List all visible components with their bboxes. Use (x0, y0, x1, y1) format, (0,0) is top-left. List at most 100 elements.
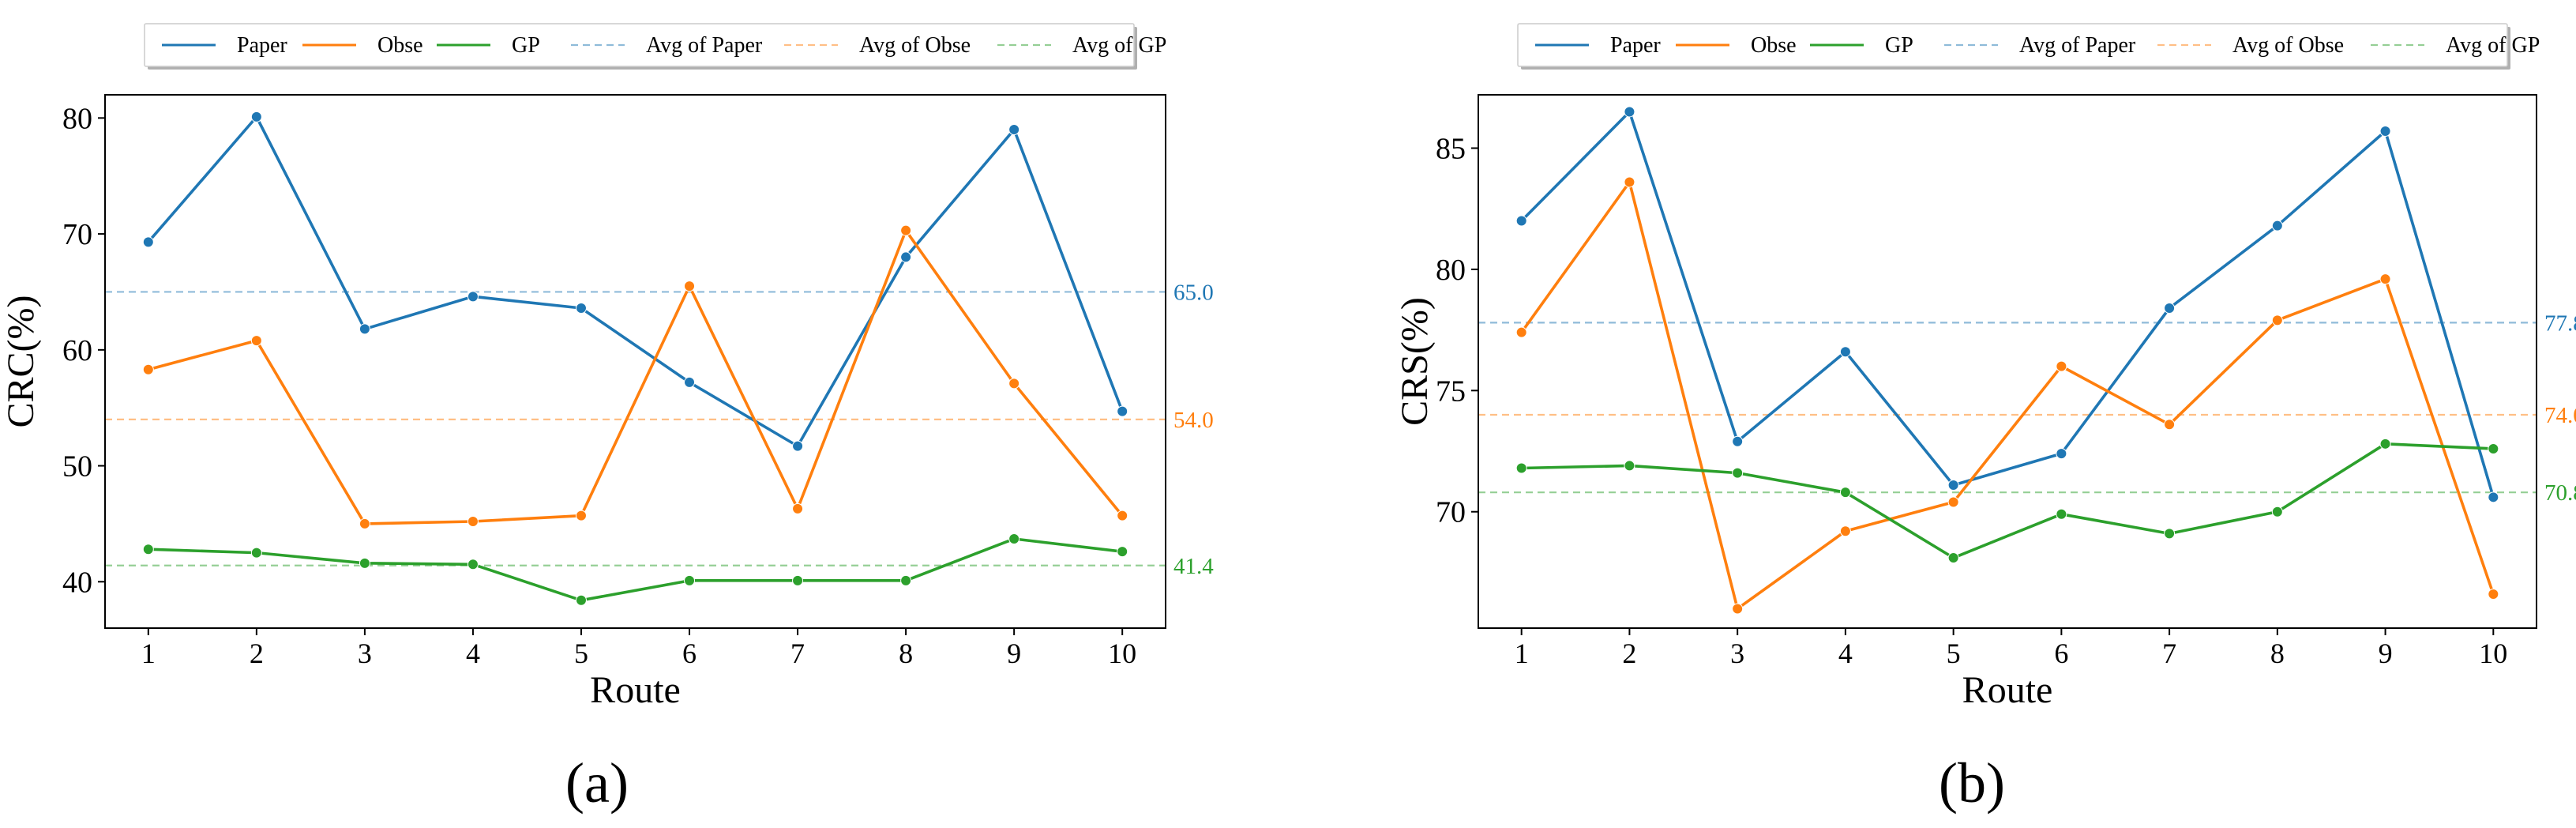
x-tick-label: 3 (358, 638, 372, 669)
data-point-gp (1839, 487, 1851, 499)
data-point-gp (1008, 533, 1020, 545)
data-point-paper (1008, 124, 1020, 136)
avg-value-label: 77.8 (2544, 310, 2576, 336)
y-tick-label: 75 (1436, 374, 1466, 408)
legend-entry-gp-label: GP (512, 33, 540, 58)
y-tick-label: 85 (1436, 133, 1466, 166)
data-point-obse (2056, 360, 2067, 372)
plot-frame (1478, 94, 2537, 629)
x-tick-label: 4 (1838, 638, 1853, 669)
data-point-gp (359, 557, 370, 569)
data-point-paper (2379, 126, 2391, 137)
data-point-paper (2056, 448, 2067, 460)
data-point-gp (2164, 528, 2176, 540)
data-point-obse (2164, 419, 2176, 431)
legend-box (144, 23, 1135, 67)
data-point-obse (1117, 510, 1128, 521)
legend-entry-paper-label: Paper (237, 33, 287, 58)
data-point-obse (684, 280, 696, 292)
data-point-obse (467, 516, 479, 527)
data-point-paper (359, 323, 370, 335)
x-tick-label: 1 (1515, 638, 1529, 669)
data-point-paper (467, 291, 479, 303)
x-tick-label: 9 (2379, 638, 2393, 669)
y-tick-label: 70 (1436, 496, 1466, 529)
data-point-gp (575, 594, 587, 606)
x-axis-label: Route (1962, 669, 2053, 711)
x-tick-label: 10 (1108, 638, 1136, 669)
data-point-paper (1732, 435, 1744, 447)
avg-value-label: 74.0 (2544, 403, 2576, 428)
avg-value-label: 54.0 (1173, 408, 1214, 433)
data-point-paper (792, 440, 804, 452)
panel-label: (b) (1939, 751, 2005, 815)
data-point-obse (250, 335, 262, 347)
x-tick-label: 6 (682, 638, 697, 669)
data-point-paper (1117, 405, 1128, 417)
y-tick-label: 50 (62, 450, 92, 484)
series-line-gp (1521, 442, 2494, 559)
data-point-obse (900, 224, 912, 236)
x-tick-label: 5 (1947, 638, 1961, 669)
y-axis-label: CRC(%) (0, 295, 42, 428)
data-point-obse (1008, 378, 1020, 390)
data-point-gp (467, 559, 479, 570)
data-point-paper (1515, 215, 1527, 227)
y-tick-label: 60 (62, 334, 92, 367)
data-point-paper (142, 236, 154, 248)
x-tick-label: 7 (2162, 638, 2176, 669)
data-point-paper (1947, 479, 1959, 491)
data-point-obse (792, 502, 804, 514)
data-point-gp (792, 574, 804, 586)
data-point-gp (1732, 467, 1744, 479)
y-tick-label: 80 (62, 102, 92, 135)
avg-value-label: 41.4 (1173, 554, 1214, 579)
legend-entry-avg-paper-label: Avg of Paper (2019, 33, 2136, 58)
data-point-obse (2271, 314, 2283, 326)
legend-entry-avg-obse-label: Avg of Obse (859, 33, 971, 58)
y-tick-label: 70 (62, 218, 92, 251)
y-axis-label: CRS(%) (1394, 297, 1436, 426)
legend-entry-paper-label: Paper (1610, 33, 1661, 58)
data-point-obse (1839, 525, 1851, 537)
panel-label: (a) (565, 751, 629, 815)
data-point-obse (142, 363, 154, 375)
legend-entry-gp-label: GP (1885, 33, 1913, 58)
data-point-paper (1839, 346, 1851, 358)
panel-a: 65.0 54.0 41.4 1 2 3 4 5 6 7 8 9 10 40 50 60 70 80 Route CR… (0, 23, 1214, 815)
x-tick-label: 7 (790, 638, 805, 669)
y-tick-label: 80 (1436, 254, 1466, 287)
y-tick-label: 40 (62, 566, 92, 599)
panel-b: 77.8 74.0 70.8 1 2 3 4 5 6 7 8 9 10 70 75 80 85 Route CRS(… (1394, 23, 2576, 815)
series-line-gp (148, 537, 1123, 602)
data-point-gp (142, 544, 154, 555)
data-point-gp (2056, 508, 2067, 520)
legend-entry-avg-paper-label: Avg of Paper (646, 33, 763, 58)
legend-box (1517, 23, 2508, 67)
data-point-paper (2164, 303, 2176, 314)
data-point-paper (575, 303, 587, 314)
x-axis-label: Route (590, 669, 681, 711)
x-tick-label: 6 (2054, 638, 2068, 669)
x-tick-label: 3 (1730, 638, 1744, 669)
data-point-obse (575, 510, 587, 521)
data-point-gp (1515, 462, 1527, 474)
data-point-obse (2488, 589, 2499, 600)
data-point-gp (1117, 546, 1128, 558)
data-point-paper (900, 251, 912, 263)
data-point-gp (2379, 438, 2391, 450)
data-point-paper (2271, 220, 2283, 231)
legend-entry-avg-obse-label: Avg of Obse (2232, 33, 2344, 58)
legend-entry-obse-label: Obse (377, 33, 423, 58)
data-point-gp (1947, 552, 1959, 564)
x-tick-label: 4 (466, 638, 480, 669)
x-tick-label: 2 (1622, 638, 1636, 669)
data-point-paper (2488, 491, 2499, 503)
data-point-paper (1624, 106, 1635, 118)
avg-value-label: 70.8 (2544, 480, 2576, 506)
x-tick-label: 8 (899, 638, 913, 669)
data-point-paper (684, 376, 696, 388)
data-point-gp (1624, 460, 1635, 472)
series-line-obse (148, 228, 1124, 525)
